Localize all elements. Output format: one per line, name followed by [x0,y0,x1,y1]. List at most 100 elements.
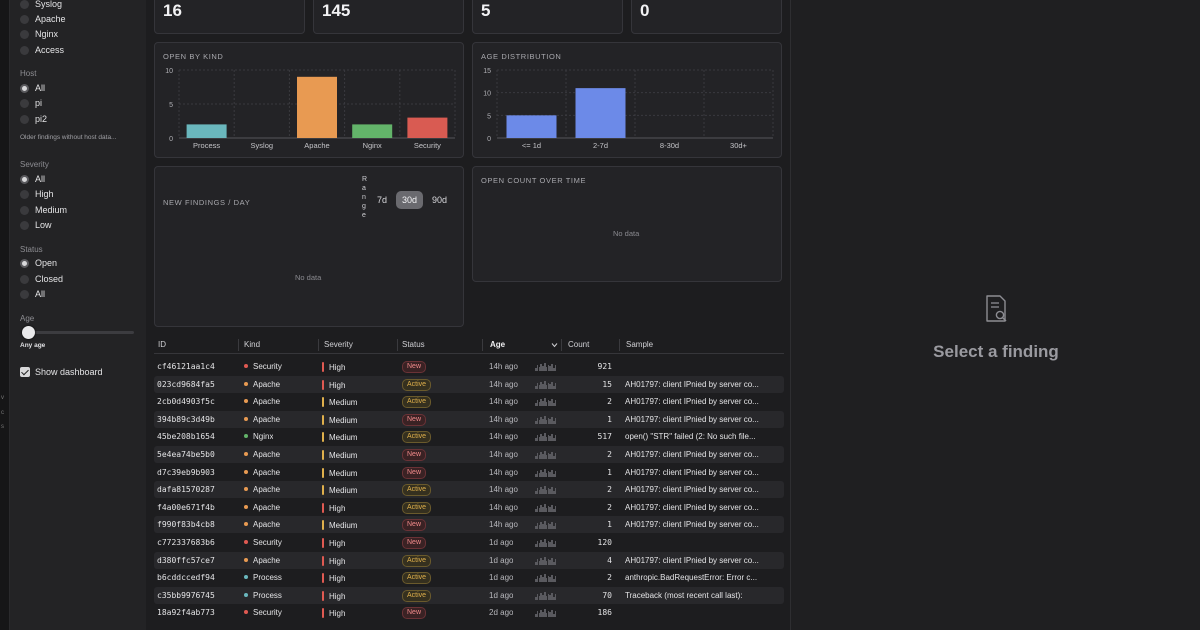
table-row[interactable]: d7c39eb9b903 Apache Medium New 14h ago 1 AH017… [154,464,784,481]
row-count: 1 [607,520,612,530]
status-badge: New [402,449,427,461]
status-option-closed[interactable]: Closed [20,272,63,286]
row-count: 15 [602,379,612,389]
table-row[interactable]: f990f83b4cb8 Apache Medium New 14h ago 1 AH017… [154,516,784,534]
x-tick-label: Apache [304,141,329,150]
spark-bar [551,381,553,389]
range-button-7d[interactable]: 7d [377,195,388,205]
sort-chevron-down-icon[interactable] [551,342,558,348]
radio-icon [20,189,29,199]
spark-bar [535,596,537,600]
radio-icon [20,45,29,55]
kind-dot-icon [244,557,248,562]
spark-bar [547,453,550,459]
row-kind: Security [244,608,282,617]
spark-bar [542,489,544,495]
host-option-pi[interactable]: pi [20,96,42,110]
severity-option-low[interactable]: Low [20,218,52,232]
row-severity: High [322,362,345,372]
bar[interactable] [352,124,393,138]
spark-bar [551,557,553,565]
row-sample: AH01797: client IPnied by server co... [625,555,759,565]
spark-bar [551,504,553,512]
table-row[interactable]: 2cb0d4903f5c Apache Medium Active 14h ago 2 AH… [154,393,784,410]
table-row[interactable]: 023cd9684fa5 Apache High Active 14h ago 15 AH0… [154,375,784,393]
status-badge: New [402,519,427,532]
column-divider[interactable] [318,339,319,351]
host-option-all[interactable]: All [20,81,45,95]
card-title: NEW FINDINGS / DAY [163,198,251,207]
y-tick-label: 10 [165,68,173,75]
range-button-90d[interactable]: 90d [432,195,448,205]
spark-bar [542,383,544,389]
show-dashboard-checkbox[interactable]: Show dashboard [20,365,103,379]
age-slider-handle[interactable] [22,326,35,339]
table-row[interactable]: 394b89c3d49b Apache Medium New 14h ago 1 AH017… [154,410,784,428]
column-header-severity[interactable]: Severity [324,340,353,349]
x-tick-label: 30d+ [730,141,748,150]
table-row[interactable]: c772337683b6 Security High New 1d ago 120 [154,534,784,551]
column-divider[interactable] [238,339,239,351]
severity-option-medium[interactable]: Medium [20,203,67,217]
column-header-kind[interactable]: Kind [244,340,261,349]
table-row[interactable]: 5e4ea74be5b0 Apache Medium New 14h ago 2 AH017… [154,446,784,463]
table-row[interactable]: c35bb9976745 Process High Active 1d ago 70 Tra… [154,586,784,604]
spark-bar [549,559,551,565]
bar[interactable] [186,124,227,138]
column-header-count[interactable]: Count [568,340,590,349]
bar[interactable] [297,76,337,138]
column-header-age[interactable]: Age [490,340,506,349]
table-row[interactable]: b6cddccedf94 Process High Active 1d ago 2 anth… [154,569,784,586]
row-kind: Apache [244,556,280,565]
host-option-pi2[interactable]: pi2 [20,112,47,126]
age-slider-track[interactable] [22,326,134,339]
column-header-sample[interactable]: Sample [626,340,654,349]
spark-bar [535,561,537,565]
row-age: 14h ago [489,432,518,442]
table-row[interactable]: 18a92f4ab773 Security High New 2d ago 186 [154,604,784,621]
status-option-open[interactable]: Open [20,256,57,270]
spark-bar [544,433,546,442]
row-count: 120 [597,538,612,547]
column-header-status[interactable]: Status [402,340,425,349]
radio-selected-icon [20,83,29,93]
bar[interactable] [407,117,448,138]
status-option-all[interactable]: All [20,287,45,301]
spark-bar [549,524,551,530]
column-header-id[interactable]: ID [158,340,166,349]
spark-bar [551,522,553,530]
radio-icon [20,114,29,124]
column-divider[interactable] [561,339,562,351]
column-divider[interactable] [619,339,620,351]
kind-option-access[interactable]: Access [20,43,64,57]
table-row[interactable]: f4a00e671f4b Apache High Active 14h ago 2 AH01… [154,499,784,516]
table-row[interactable]: dafa81570287 Apache Medium Active 14h ago 2 AH… [154,481,784,499]
row-id: 18a92f4ab773 [157,608,215,618]
range-button-30d[interactable]: 30d [396,191,424,209]
status-badge: Active [402,572,432,585]
spark-bar [553,438,555,442]
spark-bar [544,451,546,459]
spark-bar [551,469,553,477]
kind-option-apache[interactable]: Apache [20,12,66,26]
bar[interactable] [506,115,557,138]
table-row[interactable]: cf46121aa1c4 Security High New 14h ago 921 [154,358,784,375]
kind-option-nginx[interactable]: Nginx [20,27,58,41]
bar[interactable] [575,88,626,138]
stat-card-4: 0 [631,0,782,34]
activity-sparkline [535,485,557,495]
table-row[interactable]: 45be208b1654 Nginx Medium Active 14h ago 517 o… [154,428,784,445]
kind-option-syslog[interactable]: Syslog [20,0,62,11]
row-count: 1 [607,467,612,477]
column-divider[interactable] [397,339,398,351]
severity-option-high[interactable]: High [20,187,54,201]
row-count: 2 [607,450,612,459]
table-row[interactable]: d380ffc57ce7 Apache High Active 1d ago 4 AH017… [154,551,784,569]
column-divider[interactable] [482,339,483,351]
severity-option-all[interactable]: All [20,172,45,186]
severity-bar-icon [322,520,324,531]
spark-bar [544,521,546,530]
spark-bar [540,452,542,459]
spark-bar [553,456,555,459]
spark-bar [545,367,548,371]
